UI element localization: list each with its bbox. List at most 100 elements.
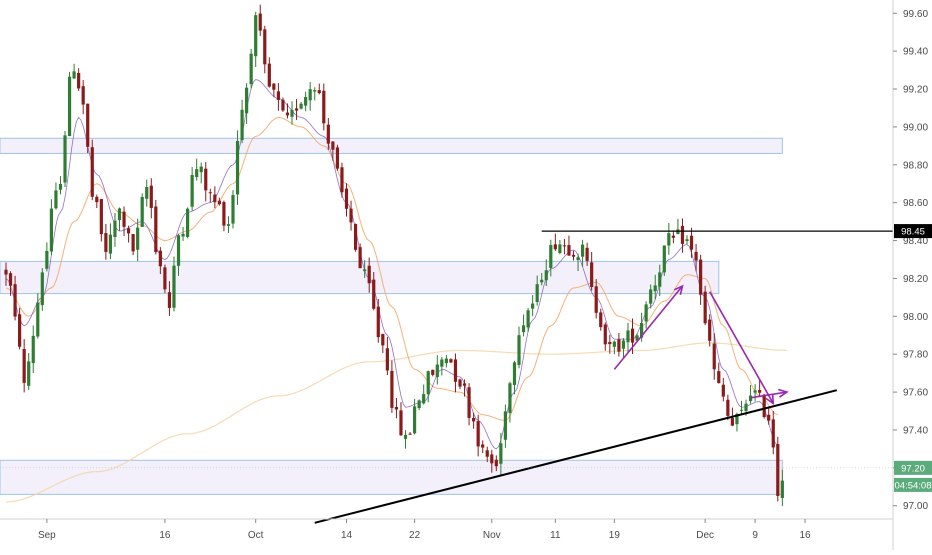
candle-body [721, 384, 725, 397]
candle-body [77, 72, 81, 89]
zone-box [0, 137, 783, 154]
candle-body [258, 13, 262, 31]
candle-body [621, 340, 626, 349]
candle-body [104, 233, 108, 252]
candle-body [712, 343, 716, 370]
candle-body [181, 233, 185, 237]
x-tick-label: Dec [696, 530, 714, 541]
candle-body [317, 90, 321, 94]
candle-body [199, 166, 203, 173]
candle-body [158, 250, 162, 267]
arrow-line [709, 291, 774, 404]
x-tick-label: 19 [609, 530, 621, 541]
candle-body [231, 195, 235, 224]
candle-body [176, 235, 181, 266]
candle-body [299, 103, 303, 109]
candle-body [108, 234, 113, 254]
candle-body [67, 76, 72, 136]
candle-body [281, 99, 285, 111]
candle-body [195, 169, 199, 178]
candle-body [363, 269, 367, 272]
candle-body [240, 109, 244, 141]
candle-body [235, 140, 240, 195]
candle-body [167, 292, 172, 308]
y-tick-label: 97.80 [903, 350, 928, 361]
candle-body [608, 342, 612, 345]
candle-body [467, 387, 471, 418]
candle-body [780, 480, 784, 499]
ma-fast-line [5, 79, 779, 450]
candle-body [186, 208, 190, 237]
x-tick-label: 16 [159, 530, 171, 541]
candle-body [226, 224, 231, 226]
candle-body [126, 228, 131, 234]
candle-body [580, 244, 585, 257]
candle-body [585, 247, 589, 261]
ma-slow-line [5, 342, 787, 503]
candle-body [526, 310, 530, 328]
candle-body [217, 200, 221, 205]
candle-body [744, 403, 748, 411]
candle-body [490, 454, 494, 464]
price-tag [894, 460, 932, 475]
candle-body [649, 289, 653, 304]
candle-body [444, 358, 448, 364]
candle-body [481, 444, 485, 448]
candle-body [408, 433, 412, 435]
candle-body [640, 323, 644, 338]
arrow-line [750, 391, 788, 399]
x-tick-label: Oct [248, 530, 264, 541]
candle-body [767, 414, 771, 421]
candle-body [331, 141, 335, 150]
candle-body [86, 103, 90, 147]
arrow-head [778, 388, 789, 398]
candle-body [590, 262, 594, 288]
candle-body [458, 379, 462, 387]
candle-body [353, 224, 358, 250]
y-tick-label: 98.40 [903, 236, 928, 247]
candle-body [730, 418, 734, 426]
candle-body [594, 286, 598, 313]
candle-body [653, 285, 657, 292]
candle-body [63, 135, 67, 183]
candle-body [426, 371, 430, 395]
candle-body [512, 362, 517, 385]
candle-body [326, 124, 330, 144]
candle-body [358, 247, 362, 269]
candle-body [549, 244, 553, 269]
candle-body [617, 339, 621, 352]
price-tag [894, 224, 932, 239]
price-tag [894, 477, 932, 492]
candle-body [440, 359, 444, 367]
candle-body [735, 413, 739, 425]
candle-body [449, 359, 453, 363]
candle-body [390, 370, 394, 408]
candle-body [576, 257, 580, 260]
y-tick-label: 99.20 [903, 85, 928, 96]
candle-body [626, 330, 630, 343]
candle-body [249, 53, 253, 85]
candle-body [349, 208, 353, 223]
y-tick-label: 97.00 [903, 501, 928, 512]
candle-body [376, 306, 380, 338]
candle-body [208, 192, 212, 194]
candle-body [422, 394, 426, 404]
y-tick-label: 98.00 [903, 312, 928, 323]
candle-body [40, 272, 44, 306]
candle-body [612, 341, 616, 347]
candle-body [417, 400, 421, 409]
candle-body [635, 335, 639, 341]
x-tick-label: 22 [409, 530, 421, 541]
candle-body [322, 90, 326, 124]
candle-body [131, 234, 135, 252]
candle-body [685, 239, 689, 241]
candle-body [453, 359, 458, 382]
candle-body [462, 383, 467, 386]
candle-body [136, 227, 140, 250]
candle-body [599, 312, 603, 328]
candle-body [431, 369, 435, 375]
candle-body [413, 406, 417, 434]
candle-body [49, 208, 53, 252]
